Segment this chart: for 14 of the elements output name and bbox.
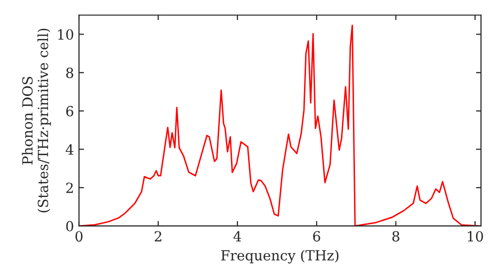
x-tick-label: 4 (233, 231, 242, 242)
y-tick-label: 2 (66, 182, 73, 193)
x-tick-label: 10 (468, 231, 483, 242)
x-tick-label: 6 (313, 231, 320, 242)
x-tick-label: 0 (75, 231, 82, 242)
y-tick-label: 0 (66, 220, 74, 232)
y-tick-label: 4 (66, 144, 74, 155)
x-axis-title: Frequency (THz) (221, 250, 338, 264)
y-axis-title: Phonon DOS (States/THz·primitive cell) (22, 28, 51, 212)
x-tick-label: 8 (392, 231, 400, 242)
y-tick-label: 8 (66, 68, 74, 78)
y-tick-label: 6 (66, 106, 74, 116)
y-tick-label: 10 (58, 29, 74, 40)
x-tick-label: 2 (154, 231, 162, 242)
